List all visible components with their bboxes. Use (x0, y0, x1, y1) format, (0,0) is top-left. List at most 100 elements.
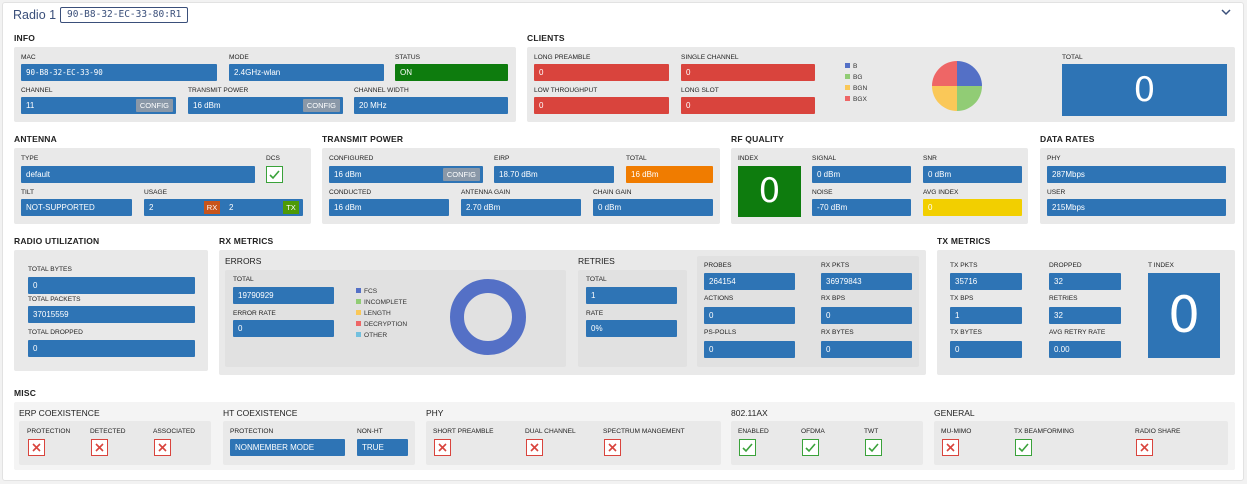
legend-label: FCS (364, 288, 378, 295)
tx-retries-label: RETRIES (1049, 295, 1078, 302)
short-preamble-checkbox[interactable] (434, 439, 451, 456)
mu-mimo-checkbox[interactable] (942, 439, 959, 456)
phy-rate-label: PHY (1047, 155, 1061, 162)
error-rate-field: 0 (233, 320, 334, 337)
snr-field: 0 dBm (923, 166, 1022, 183)
x-icon (438, 443, 447, 452)
legend-label: B (853, 63, 858, 70)
check-icon (269, 170, 280, 180)
rx-bytes-field: 0 (821, 341, 912, 358)
avg-index-label: AVG INDEX (923, 189, 959, 196)
erp-detected-label: DETECTED (90, 428, 126, 435)
ht-coexistence-subtitle: HT COEXISTENCE (223, 408, 298, 418)
retries-rate-field: 0% (586, 320, 677, 337)
ax-enabled-checkbox[interactable] (739, 439, 756, 456)
twt-checkbox[interactable] (865, 439, 882, 456)
channel-field: 11 CONFIG (21, 97, 176, 114)
radio-utilization-section-title: RADIO UTILIZATION (14, 236, 100, 246)
usage-field: 2 RX 2 TX (144, 199, 303, 216)
t-index-label: T INDEX (1148, 262, 1174, 269)
ofdma-checkbox[interactable] (802, 439, 819, 456)
total-packets-label: TOTAL PACKETS (28, 296, 81, 303)
rx-tag: RX (204, 201, 220, 214)
usage-rx-value: 2 (149, 203, 154, 212)
tx-retries-field: 32 (1049, 307, 1121, 324)
x-icon (946, 443, 955, 452)
dropped-field: 32 (1049, 273, 1121, 290)
tx-pkts-field: 35716 (950, 273, 1022, 290)
dual-channel-label: DUAL CHANNEL (525, 428, 576, 435)
pie-slice-b (957, 61, 982, 86)
dcs-checkbox[interactable] (266, 166, 283, 183)
dropped-label: DROPPED (1049, 262, 1082, 269)
tx-beamforming-checkbox[interactable] (1015, 439, 1032, 456)
rx-pkts-field: 36979843 (821, 273, 912, 290)
general-subtitle: GENERAL (934, 408, 975, 418)
clients-total-label: TOTAL (1062, 54, 1083, 61)
short-preamble-label: SHORT PREAMBLE (433, 428, 494, 435)
data-rates-section-title: DATA RATES (1040, 134, 1095, 144)
chevron-down-icon[interactable] (1220, 6, 1232, 18)
total-dropped-label: TOTAL DROPPED (28, 329, 83, 336)
tx-pkts-label: TX PKTS (950, 262, 978, 269)
transmit-power-config-button[interactable]: CONFIG (302, 99, 340, 112)
retries-total-field: 1 (586, 287, 677, 304)
erp-associated-label: ASSOCIATED (153, 428, 196, 435)
tx-beamforming-label: TX BEAMFORMING (1014, 428, 1075, 435)
single-channel-label: SINGLE CHANNEL (681, 54, 739, 61)
long-preamble-label: LONG PREAMBLE (534, 54, 591, 61)
user-rate-label: USER (1047, 189, 1066, 196)
legend-label: BG (853, 74, 863, 81)
spectrum-management-checkbox[interactable] (604, 439, 621, 456)
configured-config-button[interactable]: CONFIG (442, 168, 480, 181)
legend-item: BG (845, 74, 863, 81)
status-label: STATUS (395, 54, 421, 61)
eirp-field: 18.70 dBm (494, 166, 614, 183)
mu-mimo-label: MU-MIMO (941, 428, 972, 435)
legend-item: BGN (845, 85, 867, 92)
avg-retry-rate-field: 0.00 (1049, 341, 1121, 358)
ax-panel (731, 421, 923, 465)
legend-item: INCOMPLETE (356, 299, 407, 306)
mac-field: 90-B8-32-EC-33-90 (21, 64, 217, 81)
legend-swatch (845, 85, 850, 90)
channel-config-button[interactable]: CONFIG (135, 99, 173, 112)
pie-slice-bgn (932, 86, 957, 111)
single-channel-field: 0 (681, 64, 815, 81)
check-icon (805, 443, 816, 453)
signal-field: 0 dBm (812, 166, 911, 183)
tx-tag: TX (283, 201, 299, 214)
chain-gain-field: 0 dBm (593, 199, 713, 216)
radio-share-checkbox[interactable] (1136, 439, 1153, 456)
type-label: TYPE (21, 155, 39, 162)
user-rate-field: 215Mbps (1047, 199, 1226, 216)
dcs-label: DCS (266, 155, 280, 162)
x-icon (608, 443, 617, 452)
ht-protection-label: PROTECTION (230, 428, 274, 435)
erp-detected-checkbox[interactable] (91, 439, 108, 456)
legend-swatch (845, 74, 850, 79)
ofdma-label: OFDMA (801, 428, 825, 435)
legend-label: DECRYPTION (364, 321, 408, 328)
dual-channel-checkbox[interactable] (526, 439, 543, 456)
erp-protection-checkbox[interactable] (28, 439, 45, 456)
tilt-label: TILT (21, 189, 35, 196)
rx-pkts-label: RX PKTS (821, 262, 850, 269)
type-field: default (21, 166, 255, 183)
erp-protection-label: PROTECTION (27, 428, 71, 435)
errors-total-label: TOTAL (233, 276, 254, 283)
erp-coexistence-subtitle: ERP COEXISTENCE (19, 408, 100, 418)
channel-value: 11 (26, 101, 35, 110)
configured-field: 16 dBm CONFIG (329, 166, 483, 183)
noise-label: NOISE (812, 189, 833, 196)
erp-associated-checkbox[interactable] (154, 439, 171, 456)
twt-label: TWT (864, 428, 879, 435)
mac-label: MAC (21, 54, 36, 61)
general-panel (934, 421, 1228, 465)
legend-swatch (845, 63, 850, 68)
errors-subtitle: ERRORS (225, 256, 262, 266)
probes-label: PROBES (704, 262, 732, 269)
rx-bytes-label: RX BYTES (821, 329, 854, 336)
tx-bytes-label: TX BYTES (950, 329, 982, 336)
misc-section-title: MISC (14, 388, 37, 398)
